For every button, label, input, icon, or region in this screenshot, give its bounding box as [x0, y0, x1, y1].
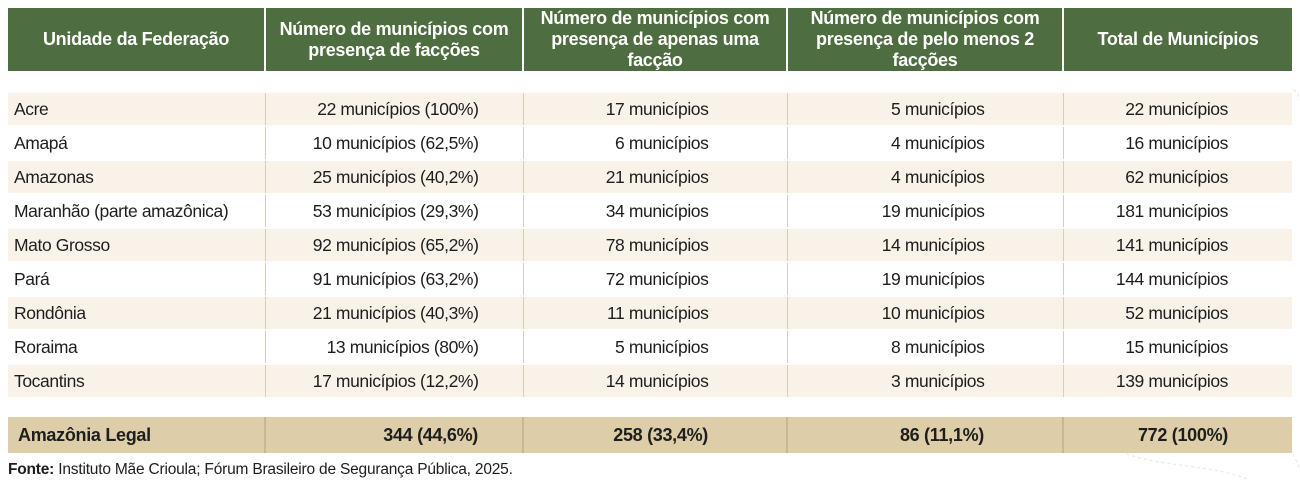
cell-total: 144 municípios: [1062, 261, 1292, 296]
cell-with-factions: 25 municípios (40,2%): [264, 159, 523, 194]
header-uma-faccao: Número de municípios com presença de ape…: [522, 8, 787, 71]
total-label: Amazônia Legal: [8, 417, 265, 453]
cell-with-factions: 17 municípios (12,2%): [264, 363, 523, 397]
cell-two-factions: 19 municípios: [786, 193, 1063, 228]
cell-state: Roraima: [8, 329, 265, 364]
cell-state: Pará: [8, 261, 265, 296]
cell-total: 139 municípios: [1062, 363, 1292, 397]
source-label: Fonte:: [8, 461, 55, 478]
total-two-factions: 86 (11,1%): [786, 417, 1063, 453]
header-unidade: Unidade da Federação: [8, 8, 265, 71]
table-row: Pará 91 municípios (63,2%) 72 municípios…: [8, 261, 1292, 296]
cell-state: Mato Grosso: [8, 227, 265, 262]
table-row: Amapá 10 municípios (62,5%) 6 municípios…: [8, 125, 1292, 160]
table-row: Maranhão (parte amazônica) 53 municípios…: [8, 193, 1292, 228]
cell-state: Maranhão (parte amazônica): [8, 193, 265, 228]
cell-one-faction: 78 municípios: [522, 227, 787, 262]
header-com-faccoes: Número de municípios com presença de fac…: [264, 8, 523, 71]
cell-one-faction: 72 municípios: [522, 261, 787, 296]
cell-total: 22 municípios: [1062, 91, 1292, 126]
cell-with-factions: 91 municípios (63,2%): [264, 261, 523, 296]
total-one-faction: 258 (33,4%): [522, 417, 787, 453]
cell-with-factions: 22 municípios (100%): [264, 91, 523, 126]
header-total: Total de Municípios: [1062, 8, 1292, 71]
cell-total: 141 municípios: [1062, 227, 1292, 262]
cell-two-factions: 4 municípios: [786, 125, 1063, 160]
municipalities-table-container: Unidade da Federação Número de município…: [8, 8, 1292, 453]
cell-state: Rondônia: [8, 295, 265, 330]
cell-one-faction: 6 municípios: [522, 125, 787, 160]
cell-one-faction: 21 municípios: [522, 159, 787, 194]
cell-with-factions: 53 municípios (29,3%): [264, 193, 523, 228]
table-row: Roraima 13 municípios (80%) 5 municípios…: [8, 329, 1292, 364]
table-row: Rondônia 21 municípios (40,3%) 11 municí…: [8, 295, 1292, 330]
table-row: Mato Grosso 92 municípios (65,2%) 78 mun…: [8, 227, 1292, 262]
cell-state: Amapá: [8, 125, 265, 160]
table-row: Amazonas 25 municípios (40,2%) 21 municí…: [8, 159, 1292, 194]
cell-state: Amazonas: [8, 159, 265, 194]
spacer-row: [8, 397, 1292, 417]
cell-one-faction: 11 municípios: [522, 295, 787, 330]
cell-with-factions: 21 municípios (40,3%): [264, 295, 523, 330]
cell-two-factions: 8 municípios: [786, 329, 1063, 364]
municipalities-table: Unidade da Federação Número de município…: [8, 8, 1292, 453]
cell-state: Tocantins: [8, 363, 265, 397]
cell-with-factions: 13 municípios (80%): [264, 329, 523, 364]
cell-two-factions: 19 municípios: [786, 261, 1063, 296]
cell-one-faction: 17 municípios: [522, 91, 787, 126]
cell-total: 16 municípios: [1062, 125, 1292, 160]
cell-two-factions: 5 municípios: [786, 91, 1063, 126]
table-row: Tocantins 17 municípios (12,2%) 14 munic…: [8, 363, 1292, 397]
cell-with-factions: 10 municípios (62,5%): [264, 125, 523, 160]
cell-one-faction: 14 municípios: [522, 363, 787, 397]
cell-two-factions: 14 municípios: [786, 227, 1063, 262]
table-header-row: Unidade da Federação Número de município…: [8, 8, 1292, 71]
cell-two-factions: 10 municípios: [786, 295, 1063, 330]
cell-total: 181 municípios: [1062, 193, 1292, 228]
total-row: Amazônia Legal 344 (44,6%) 258 (33,4%) 8…: [8, 417, 1292, 453]
header-duas-faccoes: Número de municípios com presença de pel…: [786, 8, 1063, 71]
total-municipalities: 772 (100%): [1062, 417, 1292, 453]
source-note: Fonte: Instituto Mãe Crioula; Fórum Bras…: [8, 461, 513, 479]
cell-with-factions: 92 municípios (65,2%): [264, 227, 523, 262]
source-text: Instituto Mãe Crioula; Fórum Brasileiro …: [54, 461, 513, 478]
total-with-factions: 344 (44,6%): [264, 417, 523, 453]
cell-total: 15 municípios: [1062, 329, 1292, 364]
cell-one-faction: 34 municípios: [522, 193, 787, 228]
spacer-row: [8, 71, 1292, 92]
cell-two-factions: 3 municípios: [786, 363, 1063, 397]
table-row: Acre 22 municípios (100%) 17 municípios …: [8, 91, 1292, 126]
cell-two-factions: 4 municípios: [786, 159, 1063, 194]
cell-total: 62 municípios: [1062, 159, 1292, 194]
cell-one-faction: 5 municípios: [522, 329, 787, 364]
cell-state: Acre: [8, 91, 265, 126]
cell-total: 52 municípios: [1062, 295, 1292, 330]
